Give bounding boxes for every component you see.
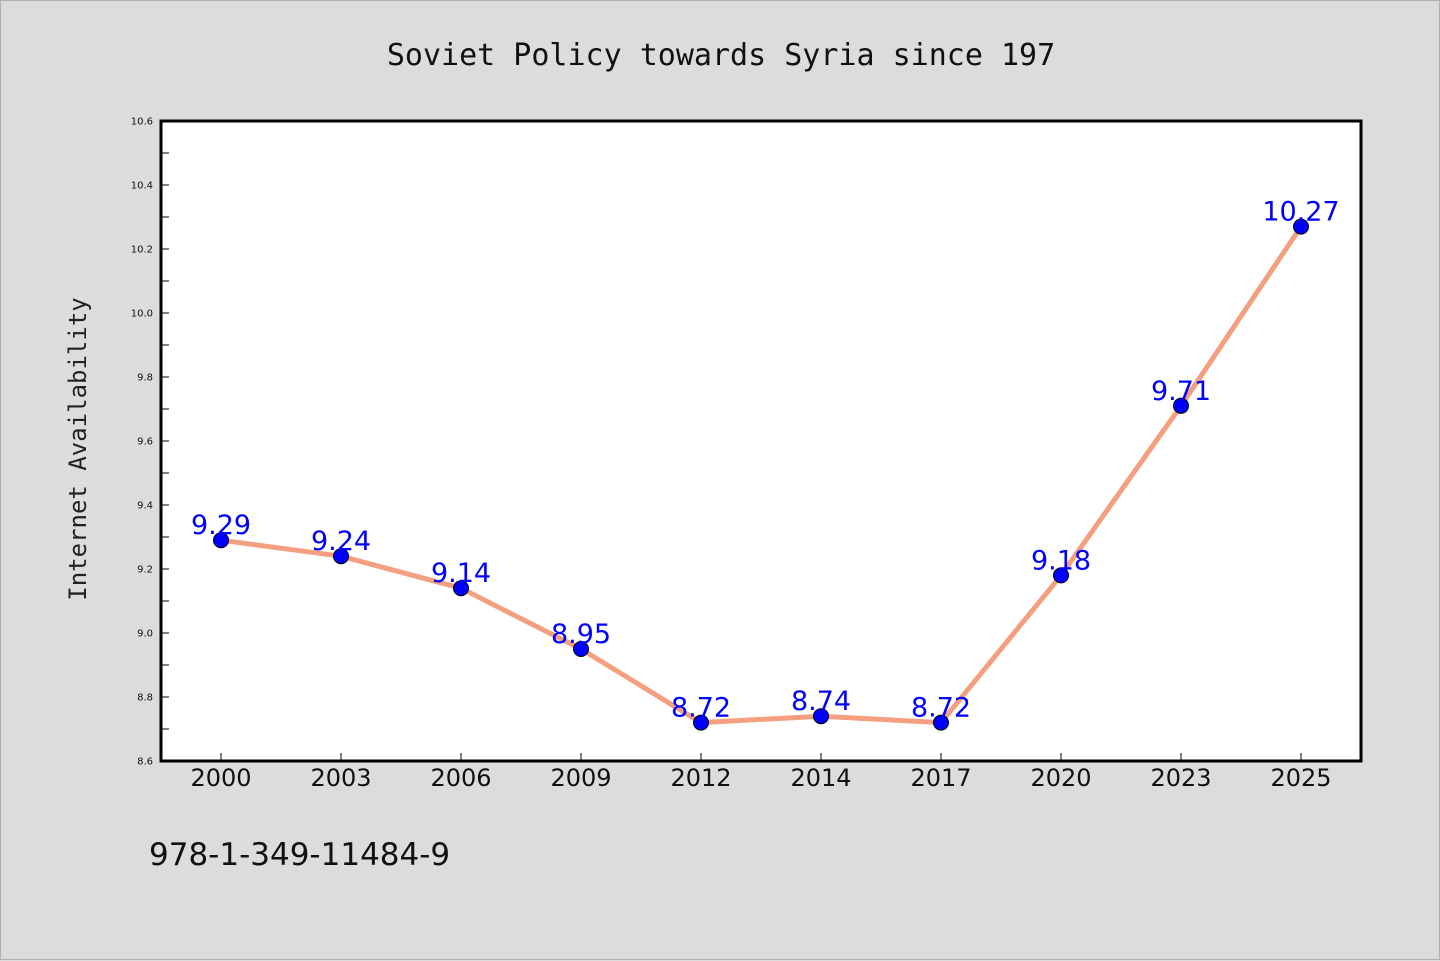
data-label: 8.72 (911, 693, 971, 724)
series-line (218, 224, 1304, 726)
x-tick-label: 2017 (910, 764, 971, 792)
y-tick-label: 9.0 (137, 629, 153, 640)
data-point (333, 548, 349, 565)
y-tick-label: 9.8 (137, 373, 153, 384)
x-tick-label: 2023 (1150, 764, 1211, 792)
series-line-group (218, 224, 1304, 726)
x-tick-label: 2000 (190, 764, 251, 792)
data-label: 9.18 (1031, 545, 1091, 576)
data-label: 9.24 (311, 526, 371, 557)
data-label: 8.72 (671, 693, 731, 724)
data-point (1173, 397, 1189, 414)
data-label: 9.29 (191, 510, 251, 541)
x-tick-label: 2006 (430, 764, 491, 792)
data-point (1293, 218, 1309, 235)
y-axis-ticks: 8.6 8.8 9.0 9.2 9.4 9.6 9.8 10.0 10.2 10.4 10.6 (131, 117, 169, 768)
data-point (933, 714, 949, 731)
x-axis-ticks: 2000 2003 2006 2009 2012 2014 2017 2020 2023 2025 (190, 753, 1332, 792)
data-label: 9.14 (431, 558, 491, 589)
y-tick-label: 9.6 (137, 437, 153, 448)
data-label: 9.71 (1151, 376, 1211, 407)
y-tick-label: 10.0 (131, 309, 153, 320)
y-tick-label: 8.6 (137, 757, 153, 768)
data-label: 8.95 (551, 619, 611, 650)
y-tick-label: 10.2 (131, 245, 153, 256)
data-point (1053, 567, 1069, 584)
y-tick-label: 9.4 (137, 501, 153, 512)
x-tick-label: 2009 (550, 764, 611, 792)
x-tick-label: 2014 (790, 764, 851, 792)
y-tick-label: 10.4 (131, 181, 153, 192)
data-markers (213, 218, 1309, 731)
y-tick-label: 10.6 (131, 117, 153, 128)
x-tick-label: 2012 (670, 764, 731, 792)
x-tick-label: 2020 (1030, 764, 1091, 792)
y-axis-label: Internet Availability (64, 297, 92, 600)
chart-title: Soviet Policy towards Syria since 197 (387, 38, 1055, 73)
data-label: 8.74 (791, 686, 851, 717)
data-point (573, 641, 589, 657)
footer-code: 978-1-349-11484-9 (149, 837, 450, 873)
x-tick-label: 2003 (310, 764, 371, 792)
data-point (453, 580, 469, 597)
x-tick-label: 2025 (1270, 764, 1331, 792)
data-point (213, 532, 229, 549)
data-labels: 9.29 9.24 9.14 8.95 8.72 8.74 8.72 9.18 9.71 10.2… (191, 197, 1340, 724)
data-label: 10.27 (1262, 197, 1339, 228)
plot-area (159, 119, 1363, 763)
y-tick-label: 9.2 (137, 565, 153, 576)
data-point (693, 714, 709, 731)
data-point (813, 708, 829, 725)
y-tick-label: 8.8 (137, 693, 153, 704)
